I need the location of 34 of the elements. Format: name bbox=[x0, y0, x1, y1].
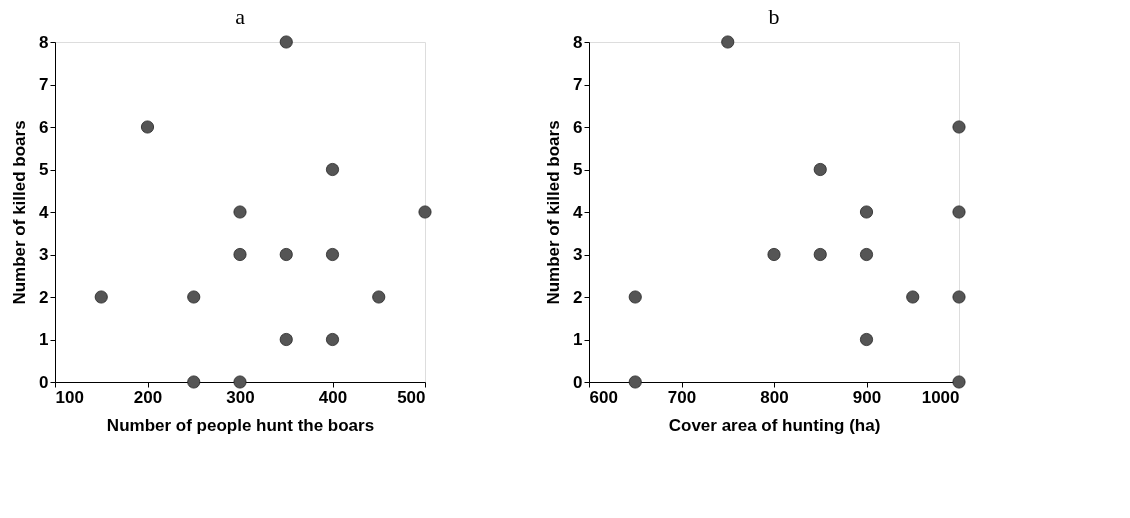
x-tick-label: 800 bbox=[760, 387, 789, 407]
y-tick-label: 3 bbox=[39, 245, 49, 264]
x-tick-label: 200 bbox=[133, 387, 163, 407]
y-tick-label: 6 bbox=[573, 117, 583, 137]
y-tick-label: 3 bbox=[573, 245, 583, 264]
x-tick-label: 300 bbox=[226, 387, 255, 407]
y-tick-label: 0 bbox=[573, 372, 583, 392]
y-tick-label: 7 bbox=[573, 75, 583, 94]
y-tick-label: 7 bbox=[39, 75, 49, 94]
y-axis-title: Number of killed boars bbox=[544, 120, 564, 305]
y-tick-label: 4 bbox=[39, 202, 50, 222]
y-tick-label: 2 bbox=[573, 287, 583, 307]
x-tick-label: 600 bbox=[589, 387, 618, 407]
y-tick-label: 8 bbox=[573, 32, 583, 52]
x-tick-label: 500 bbox=[397, 387, 426, 407]
chart-title: b bbox=[768, 4, 780, 29]
y-tick-label: 6 bbox=[39, 117, 49, 137]
y-tick-label: 5 bbox=[573, 160, 583, 179]
x-tick-label: 1000 bbox=[921, 387, 960, 407]
y-tick-label: 5 bbox=[39, 160, 49, 179]
y-tick-label: 4 bbox=[573, 202, 584, 222]
chart-title: a bbox=[235, 4, 246, 29]
y-tick-label: 1 bbox=[573, 330, 583, 349]
y-tick-label: 2 bbox=[39, 287, 49, 307]
y-axis-title: Number of killed boars bbox=[10, 120, 30, 305]
y-tick-label: 1 bbox=[39, 330, 49, 349]
x-tick-label: 100 bbox=[55, 387, 84, 407]
x-axis-title: Cover area of hunting (ha) bbox=[668, 415, 881, 435]
y-tick-label: 0 bbox=[39, 372, 49, 392]
x-tick-label: 400 bbox=[318, 387, 348, 407]
y-tick-label: 8 bbox=[39, 32, 49, 52]
x-axis-title: Number of people hunt the boars bbox=[106, 415, 375, 435]
x-tick-label: 900 bbox=[852, 387, 882, 407]
x-tick-label: 700 bbox=[667, 387, 697, 407]
